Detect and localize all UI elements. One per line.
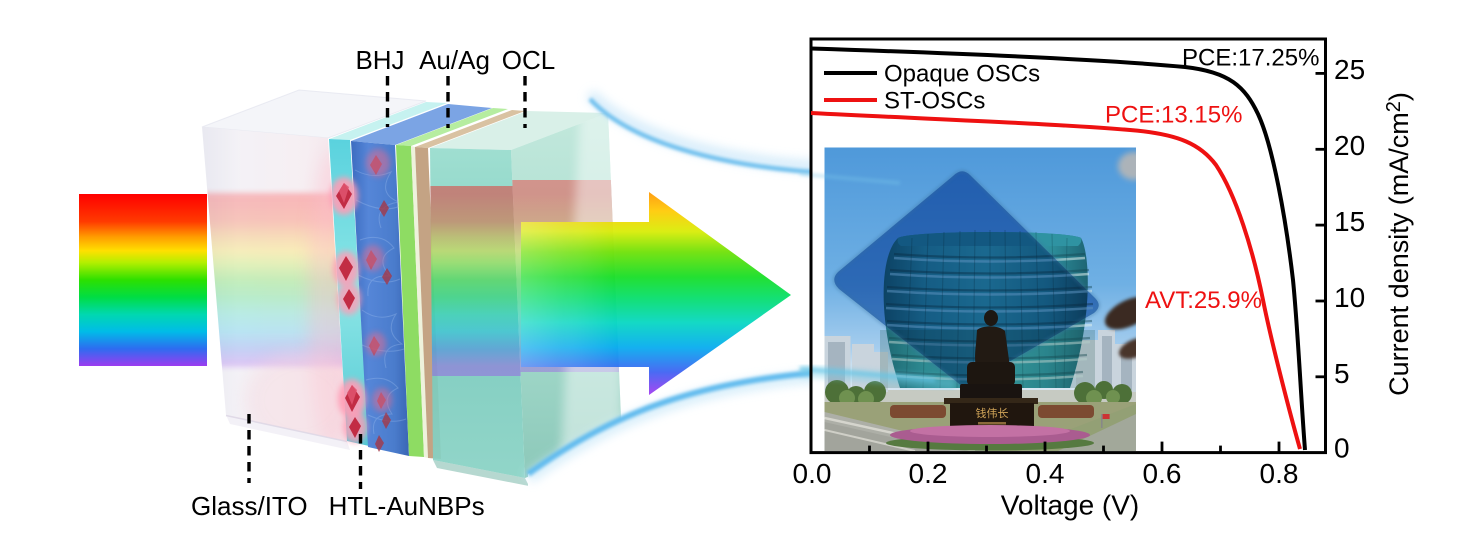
svg-text:HTL-AuNBPs: HTL-AuNBPs: [329, 491, 485, 521]
svg-text:0.0: 0.0: [793, 458, 832, 489]
svg-text:0.6: 0.6: [1143, 458, 1182, 489]
svg-text:Glass/ITO: Glass/ITO: [191, 491, 308, 521]
svg-text:PCE:17.25%: PCE:17.25%: [1182, 45, 1319, 72]
svg-text:5: 5: [1334, 358, 1350, 389]
svg-text:0: 0: [1334, 433, 1350, 464]
svg-text:0.8: 0.8: [1260, 458, 1299, 489]
svg-text:15: 15: [1334, 206, 1365, 237]
svg-text:PCE:13.15%: PCE:13.15%: [1105, 102, 1242, 129]
svg-text:Au/Ag: Au/Ag: [419, 45, 490, 75]
svg-text:钱伟长: 钱伟长: [976, 406, 1009, 420]
svg-text:25: 25: [1334, 54, 1365, 85]
svg-text:Opaque OSCs: Opaque OSCs: [884, 61, 1040, 88]
svg-text:20: 20: [1334, 130, 1365, 161]
svg-text:0.4: 0.4: [1026, 458, 1065, 489]
svg-text:Voltage (V): Voltage (V): [1001, 490, 1140, 521]
svg-text:ST-OSCs: ST-OSCs: [884, 88, 985, 115]
svg-text:BHJ: BHJ: [355, 45, 404, 75]
svg-text:0.2: 0.2: [909, 458, 948, 489]
svg-text:Current density (mA/cm2): Current density (mA/cm2): [1383, 92, 1414, 396]
svg-text:AVT:25.9%: AVT:25.9%: [1145, 287, 1262, 314]
svg-text:OCL: OCL: [502, 45, 555, 75]
svg-text:10: 10: [1334, 282, 1365, 313]
